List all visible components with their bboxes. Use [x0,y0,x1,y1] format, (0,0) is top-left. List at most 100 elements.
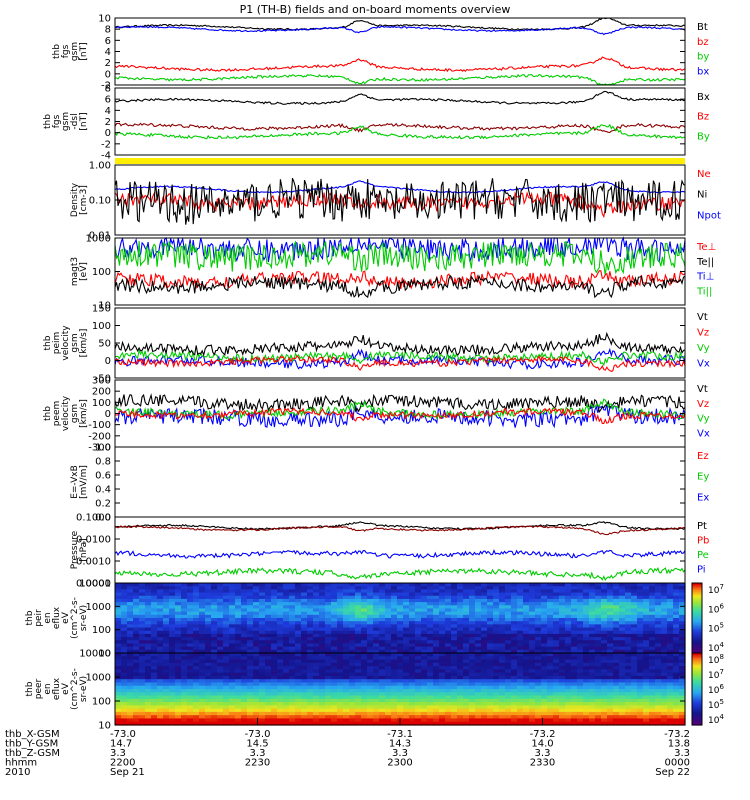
spectrogram-cell [397,702,404,706]
status-bar [115,158,685,164]
spectrogram-cell [523,608,530,613]
spectrogram-cell [391,666,398,670]
spectrogram-cell [607,602,614,606]
ytick-label-p9: 10 [98,721,111,732]
spectrogram-cell [553,649,560,654]
spectrogram-cell [241,621,248,625]
spectrogram-cell [325,621,332,625]
spectrogram-cell [337,624,344,629]
spectrogram-cell [331,682,338,687]
spectrogram-cell [421,675,428,680]
spectrogram-cell [343,711,350,716]
spectrogram-cell [439,621,446,625]
spectrogram-cell [679,708,686,713]
spectrogram-cell [313,715,320,720]
spectrogram-cell [277,646,284,651]
spectrogram-cell [301,618,308,622]
spectrogram-cell [499,653,506,657]
spectrogram-cell [625,662,632,667]
series-Pe [114,567,686,581]
spectrogram-cell [649,715,656,720]
spectrogram-cell [403,614,410,619]
spectrogram-cell [313,695,320,700]
spectrogram-cell [643,669,650,674]
spectrogram-cell [613,679,620,684]
spectrogram-cell [373,705,380,710]
spectrogram-cell [205,715,212,720]
spectrogram-cell [217,608,224,613]
spectrogram-cell [157,653,164,657]
spectrogram-cell [259,711,266,716]
spectrogram-cell [295,669,302,674]
spectrogram-cell [253,653,260,657]
spectrogram-cell [163,602,170,606]
spectrogram-cell [421,708,428,713]
spectrogram-cell [151,718,158,723]
spectrogram-cell [127,608,134,613]
spectrogram-cell [619,669,626,674]
spectrogram-cell [631,672,638,677]
spectrogram-cell [409,646,416,651]
spectrogram-cell [571,602,578,606]
spectrogram-cell [451,702,458,706]
spectrogram-cell [463,662,470,667]
spectrogram-cell [349,718,356,723]
spectrogram-cell [463,692,470,697]
spectrogram-cell [637,698,644,703]
spectrogram-cell [283,608,290,613]
spectrogram-cell [247,685,254,690]
spectrogram-cell [673,711,680,716]
spectrogram-cell [679,621,686,625]
spectrogram-cell [655,659,662,664]
spectrogram-cell [493,589,500,594]
spectrogram-cell [499,624,506,629]
spectrogram-cell [469,662,476,667]
spectrogram-cell [565,702,572,706]
spectrogram-cell [175,583,182,587]
spectrogram-cell [115,659,122,664]
spectrogram-cell [355,685,362,690]
spectrogram-cell [277,595,284,600]
spectrogram-cell [355,602,362,606]
spectrogram-cell [175,611,182,616]
spectrogram-cell [289,659,296,664]
spectrogram-cell [175,589,182,594]
spectrogram-cell [157,666,164,670]
spectrogram-cell [625,611,632,616]
spectrogram-cell [523,630,530,635]
spectrogram-cell [361,692,368,697]
spectrogram-cell [331,656,338,661]
ylabel-line: [cm-3] [79,185,89,215]
spectrogram-cell [559,662,566,667]
spectrogram-cell [613,659,620,664]
spectrogram-cell [415,666,422,670]
spectrogram-cell [487,589,494,594]
spectrogram-cell [379,666,386,670]
spectrogram-cell [259,608,266,613]
spectrogram-cell [487,695,494,700]
spectrogram-cell [661,589,668,594]
spectrogram-cell [337,627,344,632]
spectrogram-cell [553,672,560,677]
spectrogram-cell [445,711,452,716]
spectrogram-cell [517,637,524,641]
spectrogram-cell [607,698,614,703]
spectrogram-cell [601,598,608,603]
spectrogram-cell [613,666,620,670]
spectrogram-cell [481,646,488,651]
spectrogram-cell [193,595,200,600]
spectrogram-cell [331,592,338,597]
spectrogram-cell [643,685,650,690]
spectrogram-cell [445,721,452,726]
spectrogram-cell [661,627,668,632]
spectrogram-cell [277,711,284,716]
spectrogram-cell [547,649,554,654]
spectrogram-cell [667,721,674,726]
spectrogram-cell [379,618,386,622]
spectrogram-cell [613,595,620,600]
spectrogram-cell [403,605,410,610]
spectrogram-cell [595,666,602,670]
spectrogram-cell [115,614,122,619]
spectrogram-cell [409,708,416,713]
spectrogram-cell [223,608,230,613]
